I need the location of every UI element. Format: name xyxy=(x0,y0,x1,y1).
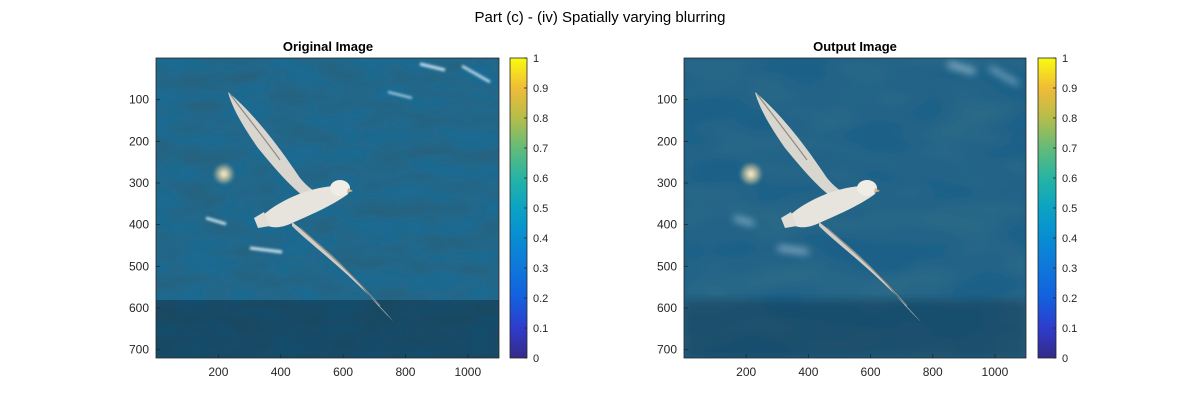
y-tick-label: 300 xyxy=(657,176,677,190)
colorbar-tick-label: 0.2 xyxy=(1062,293,1077,305)
x-axis-output: 200 400 600 800 1000 xyxy=(736,354,1009,379)
axes-original: Original Image 100 200 300 400 500 600 700 200… xyxy=(129,39,500,379)
original-image xyxy=(156,58,499,358)
colorbar-tick-label: 0.8 xyxy=(1062,113,1077,125)
colorbar-ticks-output: 0 0.1 0.2 0.3 0.4 0.5 0.6 0.7 0.8 0.9 1 xyxy=(1053,53,1077,365)
figure-title: Part (c) - (iv) Spatially varying blurri… xyxy=(474,9,726,26)
x-tick-label: 400 xyxy=(271,365,291,379)
y-tick-label: 100 xyxy=(657,93,677,107)
output-image xyxy=(684,58,1026,358)
colorbar-tick-label: 0 xyxy=(1062,353,1068,365)
colorbar-original: 0 0.1 0.2 0.3 0.4 0.5 0.6 0.7 0.8 0.9 1 xyxy=(509,53,548,365)
y-tick-label: 400 xyxy=(657,218,677,232)
y-tick-label: 500 xyxy=(657,259,677,273)
colorbar-tick-label: 1 xyxy=(1062,53,1068,65)
y-axis-output: 100 200 300 400 500 600 700 xyxy=(657,93,688,357)
y-tick-label: 700 xyxy=(657,343,677,357)
colorbar-tick-label: 0.4 xyxy=(533,233,548,245)
colorbar-tick-label: 0.3 xyxy=(533,263,548,275)
colorbar-tick-label: 0.8 xyxy=(533,113,548,125)
y-tick-label: 700 xyxy=(129,343,149,357)
y-tick-label: 100 xyxy=(129,93,149,107)
colorbar-tick-label: 0.7 xyxy=(533,143,548,155)
x-tick-label: 200 xyxy=(208,365,228,379)
colorbar-ticks-original: 0 0.1 0.2 0.3 0.4 0.5 0.6 0.7 0.8 0.9 1 xyxy=(524,53,548,365)
x-tick-label: 800 xyxy=(395,365,415,379)
y-axis-original: 100 200 300 400 500 600 700 xyxy=(129,93,160,357)
colorbar-tick-label: 0.6 xyxy=(533,173,548,185)
y-tick-label: 600 xyxy=(129,301,149,315)
colorbar-tick-label: 0.4 xyxy=(1062,233,1077,245)
y-tick-label: 600 xyxy=(657,301,677,315)
colorbar-tick-label: 0.2 xyxy=(533,293,548,305)
x-tick-label: 400 xyxy=(798,365,818,379)
x-axis-original: 200 400 600 800 1000 xyxy=(208,354,481,379)
colorbar-tick-label: 0.5 xyxy=(533,203,548,215)
colorbar-tick-label: 0.9 xyxy=(533,83,548,95)
colorbar-tick-label: 1 xyxy=(533,53,539,65)
colorbar-tick-label: 0.5 xyxy=(1062,203,1077,215)
colorbar-tick-label: 0.3 xyxy=(1062,263,1077,275)
colorbar-tick-label: 0 xyxy=(533,353,539,365)
axes-output: Output Image 100 200 300 400 500 600 700 200 40… xyxy=(657,39,1027,379)
colorbar-tick-label: 0.6 xyxy=(1062,173,1077,185)
x-tick-label: 600 xyxy=(333,365,353,379)
x-tick-label: 1000 xyxy=(454,365,481,379)
y-tick-label: 400 xyxy=(129,218,149,232)
y-tick-label: 200 xyxy=(129,134,149,148)
axes-title-output: Output Image xyxy=(813,39,897,54)
y-tick-label: 300 xyxy=(129,176,149,190)
colorbar-tick-label: 0.1 xyxy=(1062,323,1077,335)
colorbar-tick-label: 0.9 xyxy=(1062,83,1077,95)
colorbar-output: 0 0.1 0.2 0.3 0.4 0.5 0.6 0.7 0.8 0.9 1 xyxy=(1037,53,1077,365)
colorbar-tick-label: 0.7 xyxy=(1062,143,1077,155)
x-tick-label: 200 xyxy=(736,365,756,379)
colorbar-tick-label: 0.1 xyxy=(533,323,548,335)
axes-title-original: Original Image xyxy=(283,39,373,54)
x-tick-label: 600 xyxy=(861,365,881,379)
y-tick-label: 200 xyxy=(657,134,677,148)
y-tick-label: 500 xyxy=(129,259,149,273)
x-tick-label: 800 xyxy=(923,365,943,379)
x-tick-label: 1000 xyxy=(982,365,1009,379)
